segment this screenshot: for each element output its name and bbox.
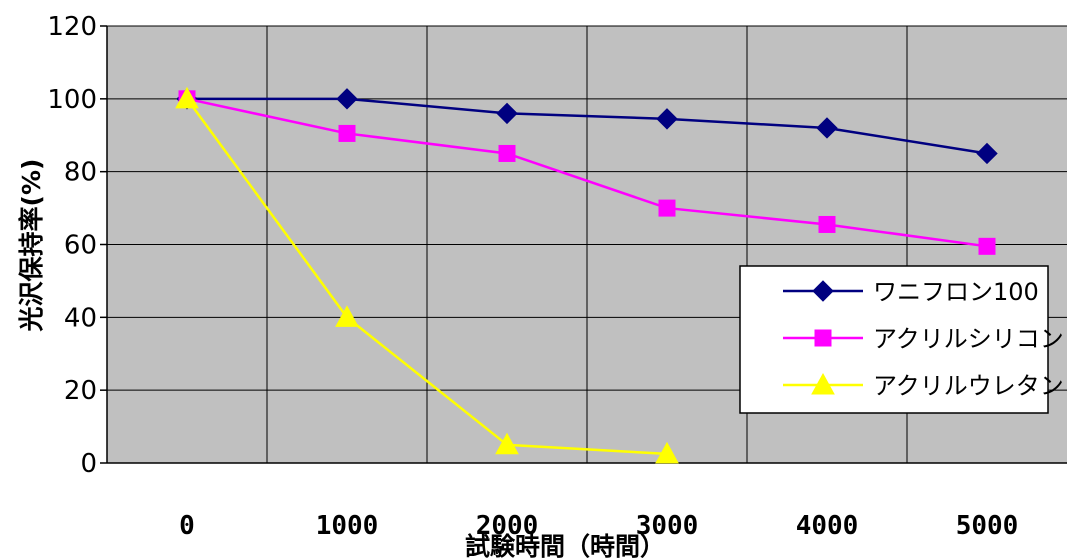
y-tick-label: 120 [47,12,97,42]
data-point-diamond [336,88,358,110]
x-tick-label: 2000 [476,511,539,541]
data-point-diamond [496,102,518,125]
legend-item: アクリルウレタン [783,372,1064,400]
x-tick-label: 5000 [956,511,1019,541]
series-line [186,97,988,248]
legend-item: アクリルシリコン [783,325,1064,353]
x-tick-labels: 0 1000 2000 3000 4000 5000 [179,511,1018,541]
y-tick-label: 100 [47,85,97,115]
data-point-square [658,199,676,217]
y-tick-label: 20 [64,376,97,406]
x-axis-label: 試験時間（時間） [465,532,665,558]
series-group [175,86,998,464]
x-tick-label: 0 [179,511,195,541]
data-point-square [338,124,356,142]
axes [100,25,1067,464]
y-tick-labels: 0 20 40 60 80 100 120 [47,12,97,479]
data-point-diamond [656,108,678,130]
legend-label: アクリルシリコン [873,325,1064,353]
legend-marker-triangle [811,372,835,395]
x-tick-label: 4000 [796,511,859,541]
series-3 [175,86,679,464]
y-tick-label: 60 [64,231,97,261]
x-tick-label: 1000 [316,511,379,541]
series-line [185,98,668,456]
series-line [187,97,988,155]
data-point-triangle [175,86,199,109]
data-point-square [498,144,516,162]
y-axis-label: 光沢保持率(%) [17,159,46,333]
legend-item: ワニフロン100 [783,278,1039,306]
y-tick-label: 40 [64,303,97,333]
y-tick-label: 0 [80,449,97,479]
legend-label: ワニフロン100 [873,278,1039,306]
x-tick-label: 3000 [636,511,699,541]
legend-label: アクリルウレタン [873,372,1064,400]
legend-marker-square [814,329,832,347]
data-point-triangle [335,305,359,327]
data-point-square [978,237,996,255]
data-point-diamond [816,117,838,139]
data-point-triangle [495,432,519,455]
y-tick-label: 80 [64,158,97,188]
legend-marker-diamond [812,280,834,302]
data-point-triangle [655,441,679,464]
data-point-diamond [976,142,998,165]
data-point-square [818,215,836,233]
